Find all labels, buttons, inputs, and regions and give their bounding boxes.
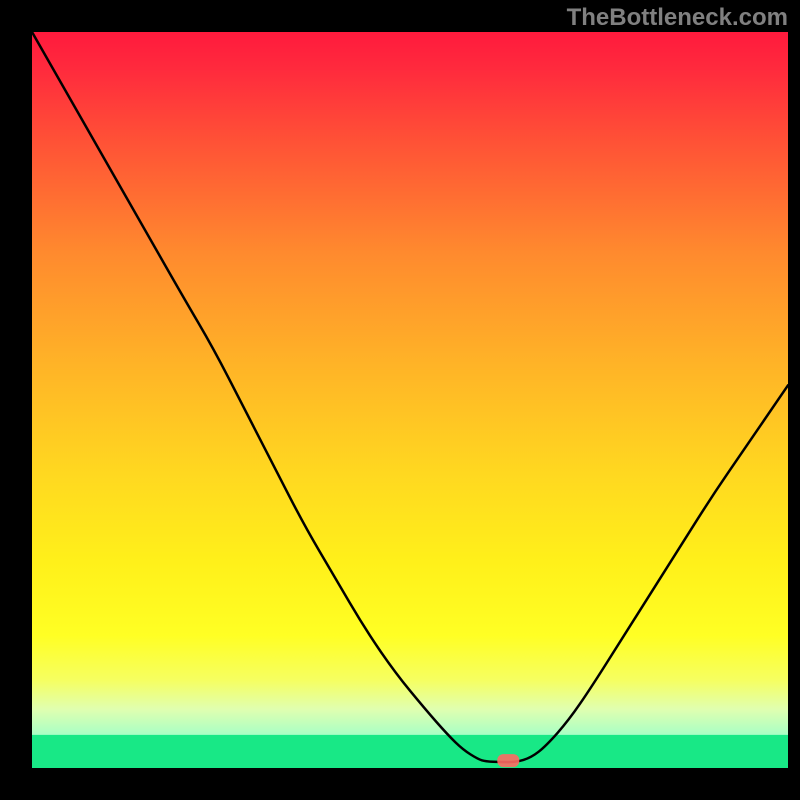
bottleneck-curve-chart (0, 0, 800, 800)
green-band (32, 735, 788, 768)
frame-left (0, 0, 32, 800)
frame-right (788, 0, 800, 800)
chart-container: TheBottleneck.com (0, 0, 800, 800)
gradient-background (32, 32, 788, 768)
watermark-text: TheBottleneck.com (567, 4, 788, 32)
frame-bottom (0, 768, 800, 800)
optimum-marker (497, 754, 519, 767)
